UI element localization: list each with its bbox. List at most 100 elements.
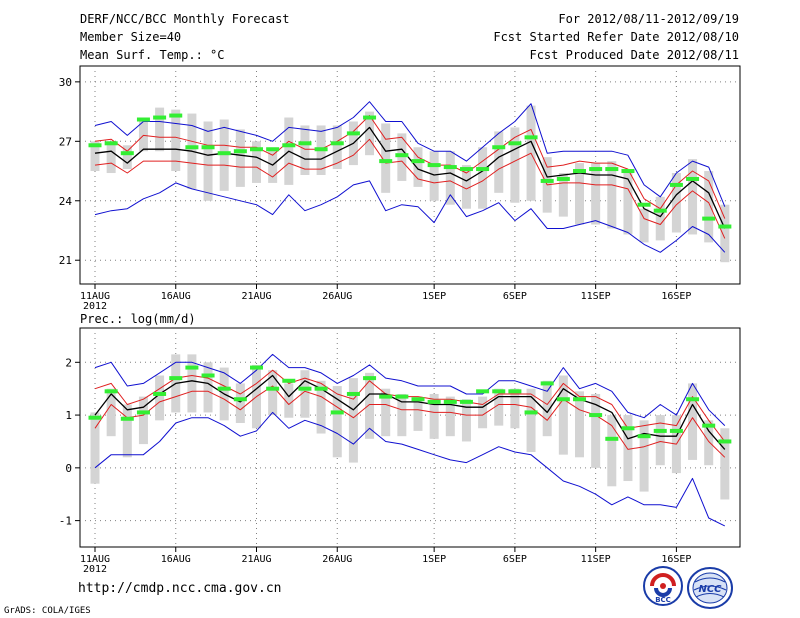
y-tick-label: 0 [65, 462, 72, 475]
observed-mark [266, 386, 280, 391]
ensemble-box [300, 125, 310, 175]
ensemble-box [510, 388, 520, 429]
observed-mark [476, 389, 490, 394]
ensemble-box [138, 117, 148, 152]
observed-mark [379, 159, 393, 164]
x-tick-label: 16AUG [161, 291, 191, 302]
observed-mark [346, 131, 360, 136]
ensemble-box [704, 171, 714, 243]
ensemble-box [332, 125, 342, 170]
ensemble-box [413, 147, 423, 187]
observed-mark [556, 176, 570, 181]
observed-mark [136, 410, 150, 415]
year-label: 2012 [83, 301, 107, 312]
ensemble-box [510, 127, 520, 203]
observed-mark [88, 415, 102, 420]
observed-mark [621, 426, 635, 431]
observed-mark [621, 169, 635, 174]
observed-mark [718, 439, 732, 444]
observed-mark [718, 224, 732, 229]
ensemble-box [494, 388, 504, 426]
precip-panel-title: Prec.: log(mm/d) [80, 312, 196, 326]
observed-mark [201, 373, 215, 378]
observed-mark [492, 389, 506, 394]
ensemble-box [90, 141, 100, 172]
chart-title: DERF/NCC/BCC Monthly Forecast [80, 12, 290, 26]
observed-mark [540, 381, 554, 386]
ensemble-box [478, 147, 488, 209]
series-line-mean [94, 126, 726, 229]
ensemble-box [90, 412, 100, 484]
series-line-lower [94, 138, 726, 239]
observed-mark [476, 167, 490, 172]
observed-mark [233, 397, 247, 402]
temperature-panel: 21 24 27 30 11AUG 16AUG 21AUG 26AUG 1SEP 6SEP 11SE… [59, 65, 741, 312]
observed-mark [379, 394, 393, 399]
observed-mark [395, 153, 409, 158]
ensemble-box [300, 370, 310, 418]
ensemble-box [623, 415, 633, 482]
plot-frame [79, 65, 741, 285]
observed-mark [153, 391, 167, 396]
observed-mark [282, 143, 296, 148]
bcc-logo-icon: BCC [643, 566, 683, 606]
observed-mark [427, 399, 441, 404]
y-tick-label: 27 [59, 135, 72, 148]
ensemble-box [461, 165, 471, 209]
ensemble-box [558, 173, 568, 217]
observed-mark [589, 167, 603, 172]
ensemble-box [365, 372, 375, 439]
ensemble-box [623, 173, 633, 235]
ensemble-box [316, 380, 326, 434]
started-date-label: Fcst Started Refer Date 2012/08/10 [493, 30, 739, 44]
forecast-period-label: For 2012/08/11-2012/09/19 [558, 12, 739, 26]
x-tick-label: 6SEP [503, 554, 527, 565]
variable-label: Mean Surf. Temp.: °C [80, 48, 225, 62]
ensemble-box [445, 396, 455, 437]
observed-mark [686, 176, 700, 181]
ensemble-box [461, 399, 471, 442]
ensemble-box [478, 396, 488, 429]
ensemble-box [203, 121, 213, 201]
observed-mark [330, 141, 344, 146]
observed-mark [363, 115, 377, 120]
ncc-logo-icon: NCC [687, 567, 733, 609]
ensemble-box [639, 208, 649, 243]
observed-mark [395, 394, 409, 399]
observed-mark [556, 397, 570, 402]
observed-mark [250, 147, 263, 152]
observed-mark [233, 149, 247, 154]
plot-frame [79, 327, 741, 548]
ensemble-box [106, 141, 116, 174]
ensemble-box [268, 370, 278, 416]
observed-mark [669, 182, 683, 187]
ensemble-box [235, 129, 245, 187]
series-line-max [94, 353, 726, 426]
ensemble-box [429, 393, 439, 439]
ensemble-box [332, 386, 342, 458]
ensemble-box [671, 173, 681, 233]
observed-mark [201, 145, 215, 150]
ensemble-box [122, 145, 132, 170]
ensemble-box [542, 380, 552, 437]
ensemble-box [655, 415, 665, 466]
observed-mark [298, 386, 312, 391]
observed-mark [314, 386, 328, 391]
observed-mark [427, 163, 441, 168]
observed-mark [637, 434, 651, 439]
footer-url: http://cmdp.ncc.cma.gov.cn [78, 581, 282, 596]
observed-mark [686, 397, 700, 402]
observed-mark [702, 423, 716, 428]
ensemble-box [235, 383, 245, 423]
ensemble-box [122, 404, 132, 458]
observed-mark [250, 365, 263, 370]
member-size-label: Member Size=40 [80, 30, 182, 44]
observed-mark [120, 416, 134, 421]
y-tick-label: 1 [65, 409, 72, 422]
observed-mark [330, 410, 344, 415]
observed-mark [492, 145, 506, 150]
ensemble-box [171, 109, 181, 172]
x-tick-label: 21AUG [241, 291, 271, 302]
observed-mark [298, 141, 312, 146]
